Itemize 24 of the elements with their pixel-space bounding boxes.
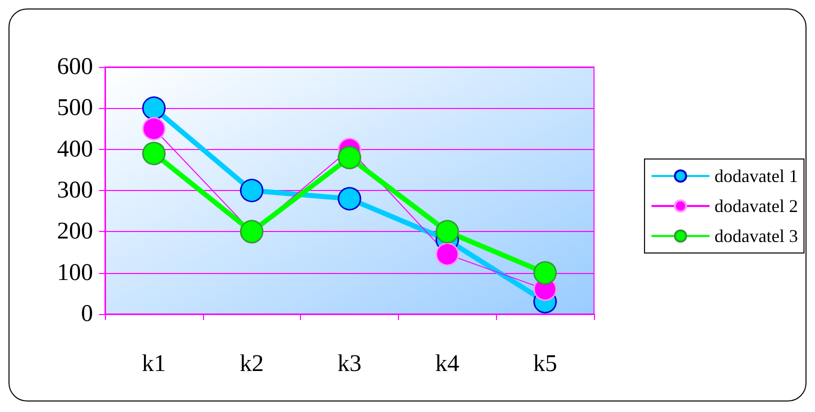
- x-tick-label: k5: [533, 351, 558, 377]
- y-tick-label: 300: [57, 178, 93, 204]
- legend-label: dodavatel 1: [714, 166, 798, 186]
- legend-label: dodavatel 3: [714, 226, 798, 246]
- point: [533, 261, 557, 285]
- point: [142, 117, 166, 140]
- point: [338, 186, 362, 210]
- y-tick-label: 200: [57, 218, 93, 245]
- x-tick-label: k3: [338, 351, 362, 377]
- point: [436, 242, 460, 266]
- x-tick-label: k1: [142, 351, 166, 377]
- y-tick-label: 600: [57, 54, 93, 80]
- y-tick-label: 0: [81, 301, 93, 327]
- x-tick-label: k2: [240, 351, 264, 377]
- point: [142, 142, 166, 166]
- point: [142, 96, 166, 120]
- point: [338, 146, 362, 170]
- y-tick-label: 100: [57, 260, 93, 286]
- legend-label: dodavatel 2: [714, 196, 798, 216]
- x-tick-label: k4: [435, 351, 460, 377]
- y-tick-label: 500: [57, 95, 93, 122]
- point: [436, 220, 460, 244]
- y-tick-label: 400: [57, 136, 93, 162]
- point: [240, 178, 264, 202]
